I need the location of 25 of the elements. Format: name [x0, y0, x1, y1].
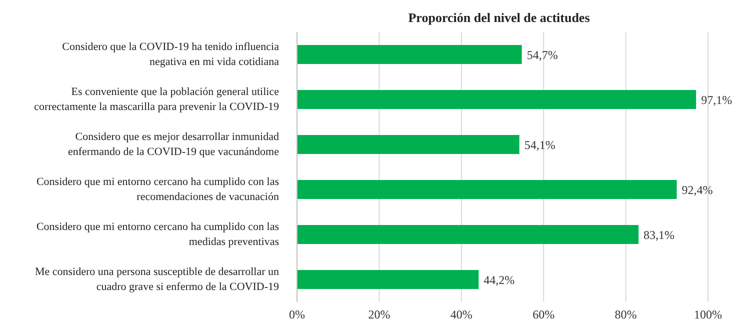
bar	[297, 45, 522, 64]
data-label: 54,1%	[524, 138, 556, 152]
data-label: 92,4%	[682, 182, 713, 197]
y-tick-label: Considero que mi entorno cercano ha cumplido con las medidas preventivas	[36, 221, 279, 248]
data-label: 44,2%	[484, 272, 515, 287]
x-tick-label: 40%	[450, 308, 472, 322]
x-tick-label: 60%	[532, 308, 555, 322]
x-tick-label: 100%	[694, 308, 722, 322]
data-label: 97,1%	[701, 92, 732, 107]
chart-title: Proporción del nivel de actitudes	[407, 9, 591, 27]
x-tick-label: 80%	[614, 308, 637, 322]
data-label: 54,7%	[526, 48, 558, 62]
y-tick-label: Considero que la COVID-19 ha tenido influencia negativa en mi vida cotidiana	[62, 41, 280, 68]
bar	[297, 90, 696, 109]
y-tick-label: Considero que mi entorno cercano ha cumplido con las recomendaciones de vacunación	[36, 176, 280, 203]
bar	[297, 225, 639, 244]
x-tick-label: 20%	[368, 308, 390, 322]
y-tick-label: Considero que es mejor desarrollar inmunidad enfermando de la COVID-19 que vacunándome	[68, 131, 280, 158]
bar	[297, 135, 520, 154]
y-tick-label: Es conveniente que la población general utilice correctamente la mascarilla para prevenir la COVID-19	[34, 86, 280, 113]
y-tick-label: Me considero una persona susceptible de desarrollar un cuadro grave si enfermo de la COVID-19	[34, 266, 280, 293]
data-label: 83,1%	[644, 228, 675, 242]
bar	[297, 270, 479, 289]
x-tick-label: 0%	[289, 308, 305, 322]
bar	[297, 180, 677, 199]
